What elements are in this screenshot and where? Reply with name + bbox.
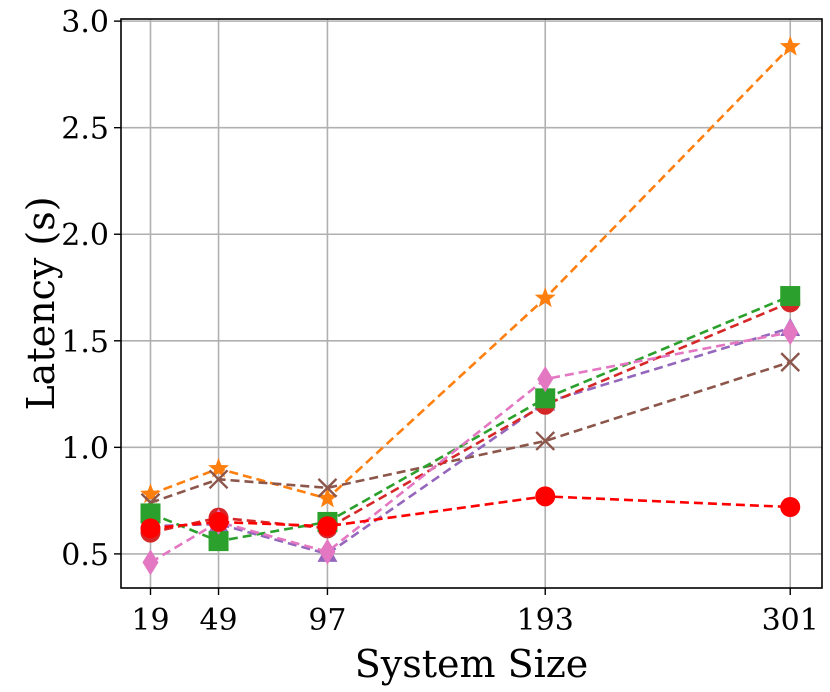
series-brown-x-line xyxy=(150,360,791,504)
series-orange-star-point xyxy=(534,287,556,308)
series-pink-diamond-point xyxy=(142,549,159,576)
y-tick-label: 0.5 xyxy=(61,538,109,573)
tick-labels: 19 49 97 193 301 0.5 1.0 1.5 2.0 2.5 3.0 xyxy=(61,5,819,638)
x-axis-label: System Size xyxy=(355,642,589,686)
series-red-circle xyxy=(140,486,801,539)
series-darkred-circle xyxy=(140,292,801,543)
series-green-square-line xyxy=(149,294,791,543)
series-red-circle-point xyxy=(535,486,556,507)
series-brown-x-point xyxy=(317,477,338,498)
series-green-square-point xyxy=(208,531,229,552)
series-orange-star xyxy=(140,35,801,508)
x-tick-label: 193 xyxy=(517,603,574,638)
series-brown-x-point xyxy=(780,352,801,372)
y-tick-label: 1.0 xyxy=(61,431,109,466)
series-orange-star-line xyxy=(150,45,792,500)
y-tick-label: 2.0 xyxy=(61,218,109,253)
plot-frame xyxy=(120,18,823,589)
series-brown-x-point xyxy=(535,431,556,451)
x-tick-label: 49 xyxy=(199,603,237,638)
series-green-square xyxy=(140,286,801,552)
series-red-circle-point xyxy=(140,518,161,539)
series-green-square-point xyxy=(140,503,161,524)
y-tick-label: 3.0 xyxy=(61,5,109,40)
series-pink-diamond-point xyxy=(319,538,336,565)
series-brown-x-point xyxy=(208,469,229,490)
series-purple-triangle-line xyxy=(150,326,791,556)
y-tick-label: 2.5 xyxy=(61,112,109,147)
y-tick-label: 1.5 xyxy=(61,325,109,360)
y-axis-label: Latency (s) xyxy=(19,196,63,410)
series-pink-diamond-point xyxy=(782,319,799,346)
series-orange-star-point xyxy=(316,487,338,508)
series-green-square-point xyxy=(780,286,801,307)
x-tick-label: 97 xyxy=(308,603,346,638)
series-orange-star-point xyxy=(140,483,161,504)
series-orange-star-point xyxy=(779,35,801,56)
series-orange-star-point xyxy=(208,457,230,478)
x-tick-label: 19 xyxy=(131,603,169,638)
series-purple-triangle xyxy=(140,318,801,562)
series-red-circle-line xyxy=(150,495,791,530)
series-red-circle-point xyxy=(208,511,229,532)
x-tick-label: 301 xyxy=(762,603,819,638)
series-red-circle-point xyxy=(780,497,801,518)
series-red-circle-point xyxy=(317,516,338,537)
series-pink-diamond-line xyxy=(149,330,791,564)
series-darkred-circle-line xyxy=(150,301,791,534)
series-pink-diamond-point xyxy=(537,366,554,393)
series-brown-x xyxy=(140,352,801,513)
series-layer xyxy=(140,35,801,576)
series-green-square-point xyxy=(535,388,556,409)
